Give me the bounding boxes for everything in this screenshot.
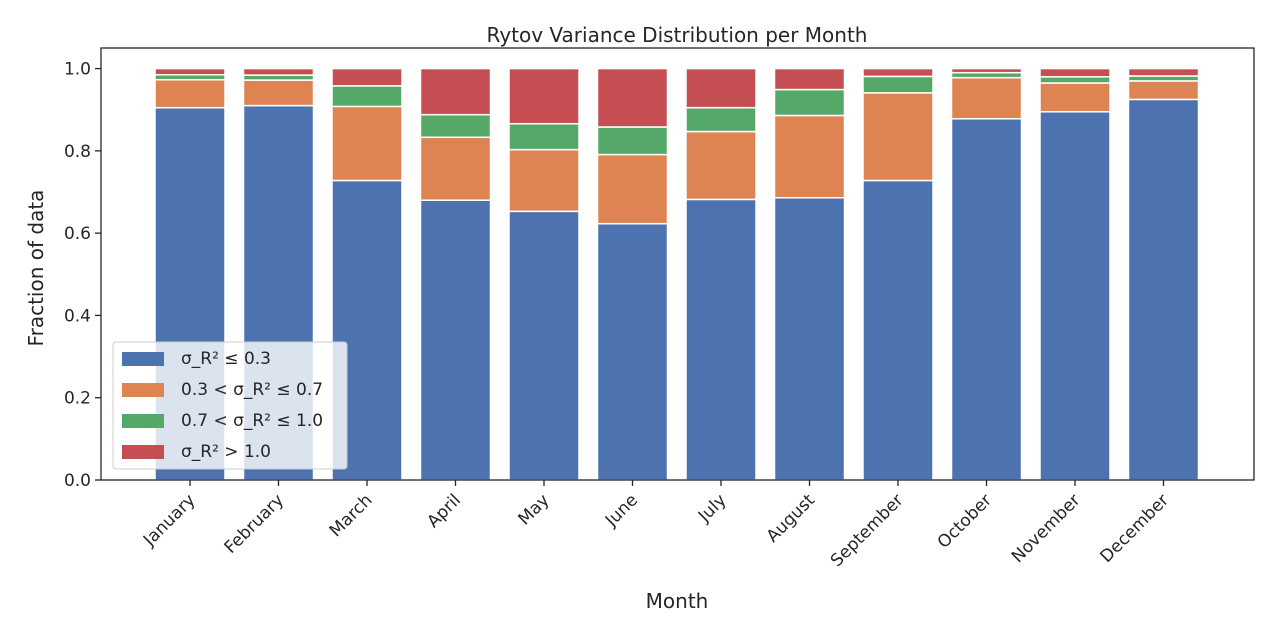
legend-swatch-series-2 — [122, 383, 164, 397]
bar-july-series-1 — [685, 198, 757, 481]
bar-april-series-1 — [419, 199, 492, 481]
bar-july-series-3 — [685, 106, 757, 133]
bar-october-series-1 — [950, 118, 1023, 481]
bar-february-series-4 — [242, 67, 315, 76]
chart-title: Rytov Variance Distribution per Month — [487, 23, 868, 47]
bar-june-series-2 — [596, 153, 669, 225]
bar-october-series-3 — [950, 71, 1023, 79]
bar-september-series-2 — [862, 92, 934, 182]
y-axis: 0.0 0.2 0.4 0.6 0.8 1.0 — [64, 60, 101, 491]
bar-december-series-2 — [1127, 80, 1200, 101]
bar-april-series-3 — [419, 113, 492, 139]
bar-april-series-4 — [419, 67, 492, 116]
bar-august-series-4 — [773, 67, 846, 91]
y-tick-label: 0.2 — [64, 389, 91, 409]
bar-november-series-3 — [1039, 76, 1111, 84]
bar-november-series-2 — [1039, 82, 1111, 113]
bar-march-series-4 — [331, 67, 403, 87]
legend-label-series-1: σ_R² ≤ 0.3 — [181, 349, 271, 369]
bar-march-series-2 — [331, 105, 403, 182]
bar-december-series-4 — [1127, 67, 1200, 77]
legend-swatch-series-3 — [122, 414, 164, 428]
bar-january-series-2 — [154, 78, 226, 109]
bar-august-series-1 — [773, 197, 846, 481]
legend-box — [112, 341, 348, 470]
bar-november-series-1 — [1039, 111, 1111, 481]
bar-july-series-2 — [685, 130, 757, 201]
y-tick-label: 1.0 — [64, 60, 91, 80]
legend: σ_R² ≤ 0.3 0.3 < σ_R² ≤ 0.7 0.7 < σ_R² ≤ 1… — [112, 341, 348, 470]
bar-may-series-2 — [508, 148, 580, 213]
bar-july-series-4 — [685, 67, 757, 109]
x-axis-title: Month — [646, 589, 709, 613]
bar-may-series-4 — [508, 67, 580, 125]
legend-swatch-series-1 — [122, 352, 164, 366]
bar-october-series-4 — [950, 67, 1023, 74]
y-tick-label: 0.6 — [64, 224, 91, 244]
legend-swatch-series-4 — [122, 445, 164, 459]
bar-june-series-4 — [596, 67, 669, 128]
bar-august-series-3 — [773, 88, 846, 117]
bar-october-series-2 — [950, 76, 1023, 120]
bar-june-series-1 — [596, 222, 669, 481]
bar-april-series-2 — [419, 136, 492, 201]
bar-september-series-4 — [862, 67, 934, 78]
bar-august-series-2 — [773, 114, 846, 199]
bar-march-series-1 — [331, 179, 403, 481]
bar-december-series-1 — [1127, 98, 1200, 481]
bar-may-series-3 — [508, 122, 580, 151]
y-axis-title: Fraction of data — [24, 190, 48, 347]
legend-label-series-2: 0.3 < σ_R² ≤ 0.7 — [181, 380, 323, 400]
legend-items: σ_R² ≤ 0.3 0.3 < σ_R² ≤ 0.7 0.7 < σ_R² ≤ 1… — [122, 349, 323, 462]
bars-layer — [154, 67, 1200, 481]
bar-september-series-3 — [862, 75, 934, 94]
bar-march-series-3 — [331, 85, 403, 108]
bar-january-series-4 — [154, 67, 226, 76]
bar-june-series-3 — [596, 126, 669, 156]
legend-label-series-4: σ_R² > 1.0 — [181, 442, 271, 462]
bar-september-series-1 — [862, 179, 934, 481]
y-tick-label: 0.0 — [64, 471, 91, 491]
plot-frame — [100, 47, 1255, 481]
bar-november-series-4 — [1039, 67, 1111, 78]
y-tick-label: 0.4 — [64, 306, 91, 326]
legend-label-series-3: 0.7 < σ_R² ≤ 1.0 — [181, 411, 323, 431]
bar-may-series-1 — [508, 210, 580, 481]
y-tick-label: 0.8 — [64, 142, 91, 162]
bar-february-series-2 — [242, 79, 315, 107]
